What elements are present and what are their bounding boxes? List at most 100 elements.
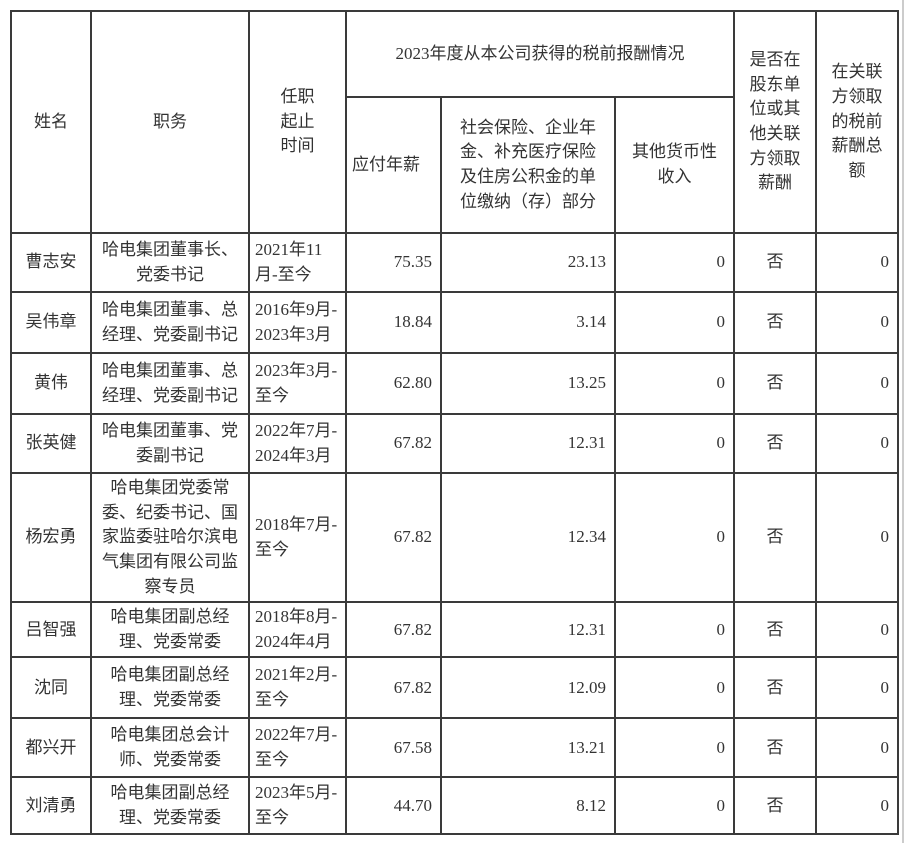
table-row: 曹志安 哈电集团董事长、党委书记 2021年11月-至今 75.35 23.13… — [10, 232, 900, 293]
related-party-flag-cell: 否 — [733, 717, 818, 779]
position-cell: 哈电集团董事长、党委书记 — [90, 232, 250, 293]
related-party-total-cell: 0 — [815, 471, 900, 604]
col-header-related-party-total: 在关联方领取的税前薪酬总额 — [815, 10, 900, 234]
salary-cell: 67.82 — [345, 471, 442, 604]
other-income-cell: 0 — [613, 232, 736, 293]
related-party-flag-cell: 否 — [733, 776, 818, 836]
name-cell: 刘清勇 — [10, 776, 92, 836]
related-party-total-cell: 0 — [815, 413, 900, 474]
col-header-other-income-label: 其他货币性收入 — [632, 142, 717, 186]
position-cell: 哈电集团董事、总经理、党委副书记 — [90, 352, 250, 415]
table-row: 杨宏勇 哈电集团党委常委、纪委书记、国家监委驻哈尔滨电气集团有限公司监察专员 2… — [10, 471, 900, 604]
other-income-cell: 0 — [613, 717, 736, 779]
col-header-position: 职务 — [90, 10, 250, 234]
header-row-group: 姓名 职务 任职起止时间 2023年度从本公司获得的税前报酬情况 是否在股东单位… — [10, 10, 900, 234]
term-cell: 2018年8月-2024年4月 — [248, 601, 347, 659]
col-header-other-income: 其他货币性收入 — [613, 96, 736, 234]
related-party-total-cell: 0 — [815, 717, 900, 779]
term-cell: 2021年2月-至今 — [248, 656, 347, 720]
table-row: 吴伟章 哈电集团董事、总经理、党委副书记 2016年9月-2023年3月 18.… — [10, 291, 900, 354]
name-cell: 都兴开 — [10, 717, 92, 779]
social-insurance-cell: 13.21 — [440, 717, 616, 779]
col-header-salary: 应付年薪 — [345, 96, 442, 234]
name-cell: 沈同 — [10, 656, 92, 720]
table-row: 沈同 哈电集团副总经理、党委常委 2021年2月-至今 67.82 12.09 … — [10, 656, 900, 720]
related-party-flag-cell: 否 — [733, 656, 818, 720]
executive-compensation-table: 姓名 职务 任职起止时间 2023年度从本公司获得的税前报酬情况 是否在股东单位… — [10, 10, 900, 836]
col-header-term-label: 任职起止时间 — [280, 87, 315, 156]
social-insurance-cell: 13.25 — [440, 352, 616, 415]
other-income-cell: 0 — [613, 471, 736, 604]
table-row: 吕智强 哈电集团副总经理、党委常委 2018年8月-2024年4月 67.82 … — [10, 601, 900, 659]
term-cell: 2022年7月-2024年3月 — [248, 413, 347, 474]
position-cell: 哈电集团副总经理、党委常委 — [90, 656, 250, 720]
social-insurance-cell: 8.12 — [440, 776, 616, 836]
social-insurance-cell: 12.31 — [440, 601, 616, 659]
position-cell: 哈电集团党委常委、纪委书记、国家监委驻哈尔滨电气集团有限公司监察专员 — [90, 471, 250, 604]
related-party-flag-cell: 否 — [733, 232, 818, 293]
related-party-total-cell: 0 — [815, 232, 900, 293]
table-row: 黄伟 哈电集团董事、总经理、党委副书记 2023年3月-至今 62.80 13.… — [10, 352, 900, 415]
related-party-flag-cell: 否 — [733, 352, 818, 415]
term-cell: 2016年9月-2023年3月 — [248, 291, 347, 354]
salary-cell: 44.70 — [345, 776, 442, 836]
salary-cell: 18.84 — [345, 291, 442, 354]
other-income-cell: 0 — [613, 656, 736, 720]
other-income-cell: 0 — [613, 601, 736, 659]
salary-cell: 67.82 — [345, 656, 442, 720]
col-header-related-party-flag-label: 是否在股东单位或其他关联方领取薪酬 — [749, 50, 801, 193]
col-header-name: 姓名 — [10, 10, 92, 234]
other-income-cell: 0 — [613, 776, 736, 836]
salary-cell: 67.58 — [345, 717, 442, 779]
col-header-term: 任职起止时间 — [248, 10, 347, 234]
name-cell: 杨宏勇 — [10, 471, 92, 604]
social-insurance-cell: 23.13 — [440, 232, 616, 293]
salary-cell: 67.82 — [345, 413, 442, 474]
term-cell: 2023年3月-至今 — [248, 352, 347, 415]
position-cell: 哈电集团副总经理、党委常委 — [90, 776, 250, 836]
name-cell: 吴伟章 — [10, 291, 92, 354]
related-party-total-cell: 0 — [815, 656, 900, 720]
social-insurance-cell: 12.31 — [440, 413, 616, 474]
related-party-total-cell: 0 — [815, 776, 900, 836]
term-cell: 2023年5月-至今 — [248, 776, 347, 836]
position-cell: 哈电集团总会计师、党委常委 — [90, 717, 250, 779]
page-right-edge-line — [902, 0, 904, 843]
position-cell: 哈电集团副总经理、党委常委 — [90, 601, 250, 659]
other-income-cell: 0 — [613, 291, 736, 354]
related-party-total-cell: 0 — [815, 601, 900, 659]
salary-cell: 62.80 — [345, 352, 442, 415]
related-party-total-cell: 0 — [815, 352, 900, 415]
table-row: 刘清勇 哈电集团副总经理、党委常委 2023年5月-至今 44.70 8.12 … — [10, 776, 900, 836]
header-row-sub: 应付年薪 社会保险、企业年金、补充医疗保险及住房公积金的单位缴纳（存）部分 其他… — [11, 96, 898, 234]
related-party-flag-cell: 否 — [733, 413, 818, 474]
name-cell: 吕智强 — [10, 601, 92, 659]
name-cell: 黄伟 — [10, 352, 92, 415]
name-cell: 曹志安 — [10, 232, 92, 293]
other-income-cell: 0 — [613, 352, 736, 415]
salary-cell: 67.82 — [345, 601, 442, 659]
col-header-compensation-group: 2023年度从本公司获得的税前报酬情况 — [344, 10, 736, 98]
related-party-flag-cell: 否 — [733, 601, 818, 659]
col-header-related-party-flag: 是否在股东单位或其他关联方领取薪酬 — [733, 10, 818, 234]
term-cell: 2018年7月-至今 — [248, 471, 347, 604]
social-insurance-cell: 3.14 — [440, 291, 616, 354]
position-cell: 哈电集团董事、党委副书记 — [90, 413, 250, 474]
table-row: 都兴开 哈电集团总会计师、党委常委 2022年7月-至今 67.58 13.21… — [10, 717, 900, 779]
salary-cell: 75.35 — [345, 232, 442, 293]
term-cell: 2022年7月-至今 — [248, 717, 347, 779]
position-cell: 哈电集团董事、总经理、党委副书记 — [90, 291, 250, 354]
related-party-flag-cell: 否 — [733, 471, 818, 604]
col-header-social-insurance: 社会保险、企业年金、补充医疗保险及住房公积金的单位缴纳（存）部分 — [440, 96, 616, 234]
related-party-flag-cell: 否 — [733, 291, 818, 354]
other-income-cell: 0 — [613, 413, 736, 474]
col-header-social-insurance-label: 社会保险、企业年金、补充医疗保险及住房公积金的单位缴纳（存）部分 — [460, 117, 596, 211]
term-cell: 2021年11月-至今 — [248, 232, 347, 293]
social-insurance-cell: 12.09 — [440, 656, 616, 720]
table-row: 张英健 哈电集团董事、党委副书记 2022年7月-2024年3月 67.82 1… — [10, 413, 900, 474]
name-cell: 张英健 — [10, 413, 92, 474]
social-insurance-cell: 12.34 — [440, 471, 616, 604]
col-header-related-party-total-label: 在关联方领取的税前薪酬总额 — [831, 62, 883, 180]
related-party-total-cell: 0 — [815, 291, 900, 354]
